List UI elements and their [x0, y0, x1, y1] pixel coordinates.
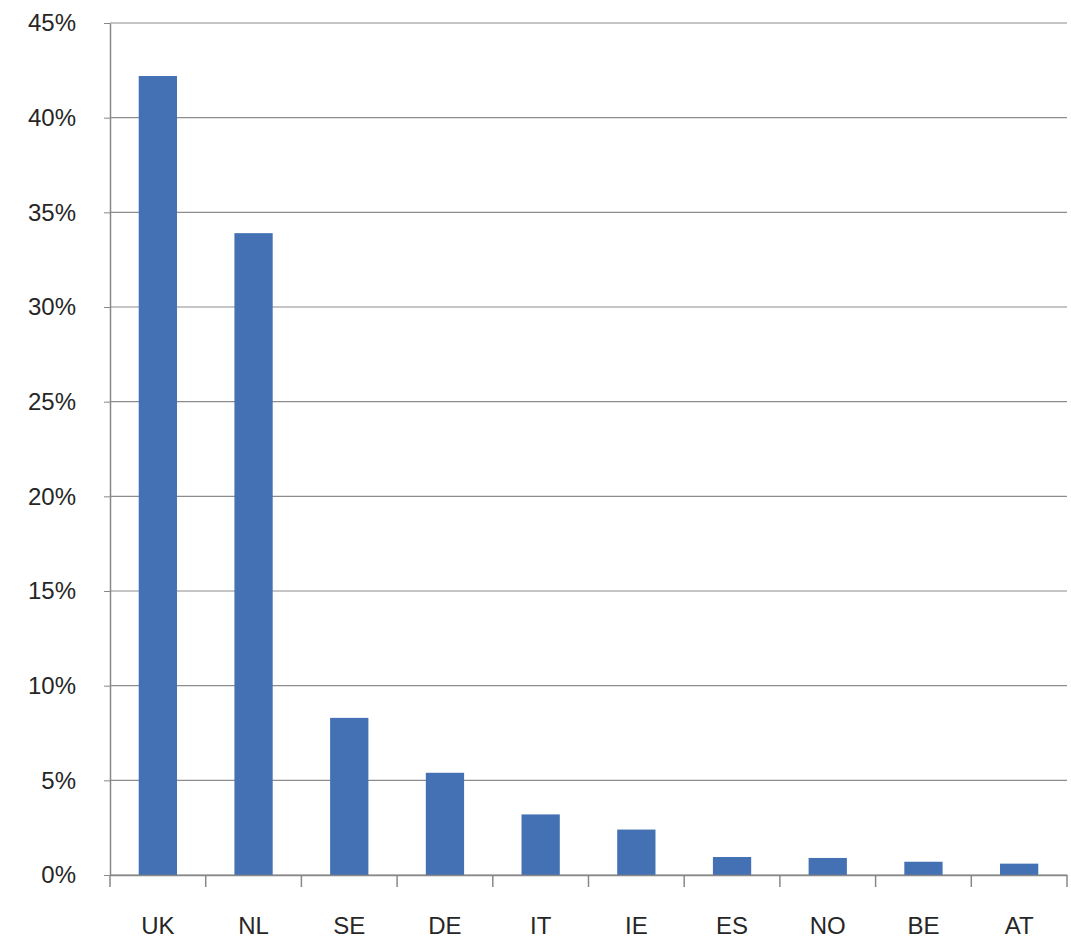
y-tick-label: 15% — [28, 577, 76, 604]
x-tick: AT — [1005, 875, 1034, 939]
category-divider — [301, 875, 303, 887]
y-tick-label: 20% — [28, 483, 76, 510]
x-tick-label: AT — [1005, 912, 1034, 939]
grid-line — [110, 22, 1067, 23]
y-tick: 10% — [28, 672, 110, 699]
y-axis-line — [110, 24, 112, 876]
category-divider — [205, 875, 207, 887]
bar — [522, 814, 560, 875]
category-divider — [971, 875, 973, 887]
grid — [110, 23, 1067, 875]
bar — [234, 233, 272, 875]
x-tick: DE — [428, 875, 461, 939]
bar — [139, 76, 177, 875]
x-tick-label: UK — [141, 912, 174, 939]
bar — [713, 857, 751, 875]
x-tick-label: NO — [810, 912, 846, 939]
bar — [426, 773, 464, 875]
grid-line — [110, 212, 1067, 213]
y-tick-mark — [104, 118, 110, 119]
x-tick-label: IT — [530, 912, 552, 939]
x-tick-label: ES — [716, 912, 748, 939]
grid-line — [110, 117, 1067, 118]
y-tick-mark — [104, 402, 110, 403]
x-tick-label: DE — [428, 912, 461, 939]
category-divider — [588, 875, 590, 887]
category-divider — [492, 875, 494, 887]
y-tick-mark — [104, 307, 110, 308]
x-tick-label: BE — [907, 912, 939, 939]
y-tick: 45% — [28, 9, 110, 36]
y-tick: 0% — [41, 861, 110, 888]
y-tick: 30% — [28, 293, 110, 320]
y-tick-label: 5% — [41, 767, 76, 794]
category-divider — [779, 875, 781, 887]
bar — [904, 862, 942, 875]
bars — [139, 76, 1039, 875]
y-tick-label: 30% — [28, 293, 76, 320]
bar — [617, 830, 655, 875]
x-tick: SE — [333, 875, 365, 939]
y-tick-mark — [104, 496, 110, 497]
x-tick: NL — [238, 875, 269, 939]
y-tick-label: 0% — [41, 861, 76, 888]
x-tick: ES — [716, 875, 748, 939]
y-tick: 35% — [28, 199, 110, 226]
x-tick: IE — [625, 875, 648, 939]
x-axis: UK NL SE DE IT IE ES NO BE AT — [110, 875, 1068, 939]
x-tick: IT — [530, 875, 552, 939]
y-tick: 40% — [28, 104, 110, 131]
category-divider — [1066, 875, 1068, 887]
category-dividers — [110, 875, 1067, 887]
category-divider — [109, 875, 111, 887]
y-tick-label: 40% — [28, 104, 76, 131]
y-axis: 0% 5% 10% 15% 20% 25% 30% 35% 40% 45% — [28, 9, 111, 888]
y-tick-mark — [104, 875, 110, 876]
bar — [330, 718, 368, 875]
x-tick: NO — [810, 875, 846, 939]
category-divider — [396, 875, 398, 887]
x-tick-label: IE — [625, 912, 648, 939]
y-tick-mark — [104, 780, 110, 781]
chart: 0% 5% 10% 15% 20% 25% 30% 35% 40% 45% UK NL SE DE IT IE… — [0, 0, 1071, 950]
y-tick-mark — [104, 23, 110, 24]
y-tick: 25% — [28, 388, 110, 415]
y-tick-mark — [104, 686, 110, 687]
y-tick-label: 35% — [28, 199, 76, 226]
x-tick: UK — [141, 875, 174, 939]
y-tick: 20% — [28, 483, 110, 510]
y-tick-mark — [104, 591, 110, 592]
y-tick-mark — [104, 212, 110, 213]
plot: 0% 5% 10% 15% 20% 25% 30% 35% 40% 45% UK NL SE DE IT IE… — [28, 9, 1068, 939]
y-tick: 5% — [41, 767, 110, 794]
bar — [1000, 864, 1038, 875]
y-tick-label: 10% — [28, 672, 76, 699]
y-tick-label: 45% — [28, 9, 76, 36]
x-tick-label: NL — [238, 912, 269, 939]
y-tick: 15% — [28, 577, 110, 604]
y-tick-label: 25% — [28, 388, 76, 415]
x-tick-label: SE — [333, 912, 365, 939]
category-divider — [875, 875, 877, 887]
bar — [809, 858, 847, 875]
category-divider — [683, 875, 685, 887]
x-tick: BE — [907, 875, 939, 939]
